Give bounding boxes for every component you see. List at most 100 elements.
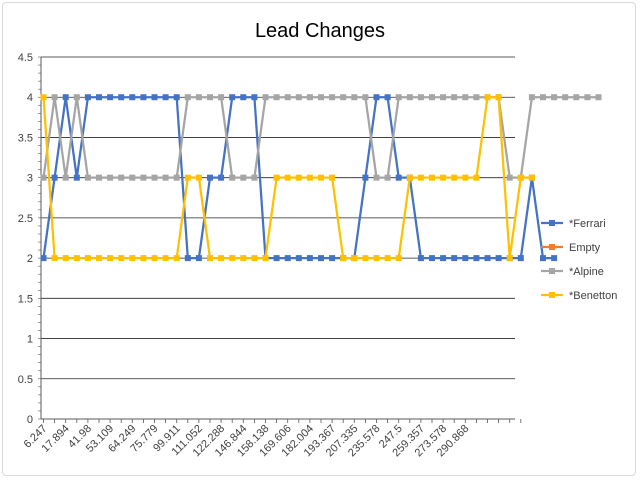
legend-marker — [549, 220, 555, 226]
data-point — [517, 174, 524, 181]
data-point — [107, 174, 114, 181]
data-point — [306, 94, 313, 101]
data-point — [40, 255, 47, 262]
data-point — [118, 94, 125, 101]
data-point — [162, 174, 169, 181]
data-point — [84, 174, 91, 181]
data-point — [73, 255, 80, 262]
data-point — [573, 94, 580, 101]
chart-area: Lead Changes 0 0.5 1 1.5 2 2.5 3 3.5 4 4.5 6.247 17.… — [2, 2, 636, 476]
data-point — [318, 174, 324, 181]
data-point — [251, 94, 258, 101]
legend-marker — [549, 268, 555, 274]
legend-label: *Ferrari — [569, 218, 606, 230]
data-point — [84, 94, 91, 101]
data-point — [207, 255, 213, 262]
data-point — [118, 255, 125, 262]
y-tick-label: 2 — [27, 253, 33, 265]
data-point — [451, 255, 458, 262]
legend-label: Empty — [569, 242, 601, 254]
data-point — [229, 174, 236, 181]
data-point — [173, 94, 180, 101]
data-point — [107, 255, 114, 262]
data-point — [540, 94, 546, 101]
data-point — [473, 255, 480, 262]
data-point — [207, 94, 213, 101]
data-point — [340, 255, 347, 262]
data-point — [240, 174, 247, 181]
data-point — [284, 174, 291, 181]
data-point — [329, 174, 336, 181]
data-point — [551, 255, 558, 262]
data-point — [284, 94, 291, 101]
data-point — [295, 174, 302, 181]
data-point — [140, 174, 147, 181]
legend-marker — [549, 244, 555, 250]
data-point — [129, 174, 136, 181]
data-point — [184, 255, 191, 262]
data-point — [351, 255, 358, 262]
data-point — [595, 94, 602, 101]
data-point — [251, 174, 258, 181]
data-point — [318, 255, 324, 262]
data-point — [140, 255, 147, 262]
data-point — [495, 94, 502, 101]
data-point — [40, 94, 47, 101]
data-point — [362, 255, 369, 262]
data-point — [318, 94, 324, 101]
y-tick-label: 2.5 — [18, 213, 33, 225]
data-point — [562, 94, 569, 101]
data-point — [384, 94, 391, 101]
line-chart: Lead Changes00.511.522.533.544.56.24717.… — [18, 20, 618, 459]
data-point — [484, 94, 491, 101]
data-point — [362, 94, 369, 101]
y-tick-label: 0.5 — [18, 374, 33, 386]
data-point — [351, 94, 358, 101]
data-point — [207, 174, 213, 181]
data-point — [73, 174, 80, 181]
data-point — [140, 94, 147, 101]
chart-title: Lead Changes — [255, 20, 385, 42]
data-point — [51, 255, 58, 262]
data-point — [495, 255, 502, 262]
data-point — [151, 94, 158, 101]
data-point — [417, 174, 424, 181]
data-point — [306, 174, 313, 181]
data-point — [162, 255, 169, 262]
data-point — [73, 94, 80, 101]
y-tick-label: 1 — [27, 334, 33, 346]
data-point — [218, 255, 225, 262]
data-point — [218, 94, 225, 101]
data-point — [295, 255, 302, 262]
data-point — [262, 94, 269, 101]
y-tick-label: 3.5 — [18, 132, 33, 144]
data-point — [273, 174, 280, 181]
data-point — [62, 94, 69, 101]
data-point — [329, 255, 336, 262]
data-point — [84, 255, 91, 262]
data-point — [406, 174, 413, 181]
legend-label: *Benetton — [569, 290, 617, 302]
data-point — [384, 174, 391, 181]
data-point — [151, 255, 158, 262]
data-point — [262, 255, 269, 262]
data-point — [229, 94, 236, 101]
data-point — [440, 94, 447, 101]
y-tick-label: 4 — [27, 92, 33, 104]
data-point — [484, 255, 491, 262]
data-point — [462, 94, 469, 101]
data-point — [429, 255, 435, 262]
data-point — [62, 174, 69, 181]
data-point — [540, 255, 546, 262]
data-point — [129, 94, 136, 101]
data-point — [395, 174, 402, 181]
data-point — [173, 174, 180, 181]
legend-marker — [549, 292, 555, 298]
data-point — [107, 94, 114, 101]
data-point — [440, 174, 447, 181]
data-point — [373, 255, 380, 262]
data-point — [96, 255, 102, 262]
data-point — [506, 174, 513, 181]
data-point — [417, 94, 424, 101]
data-point — [528, 94, 535, 101]
